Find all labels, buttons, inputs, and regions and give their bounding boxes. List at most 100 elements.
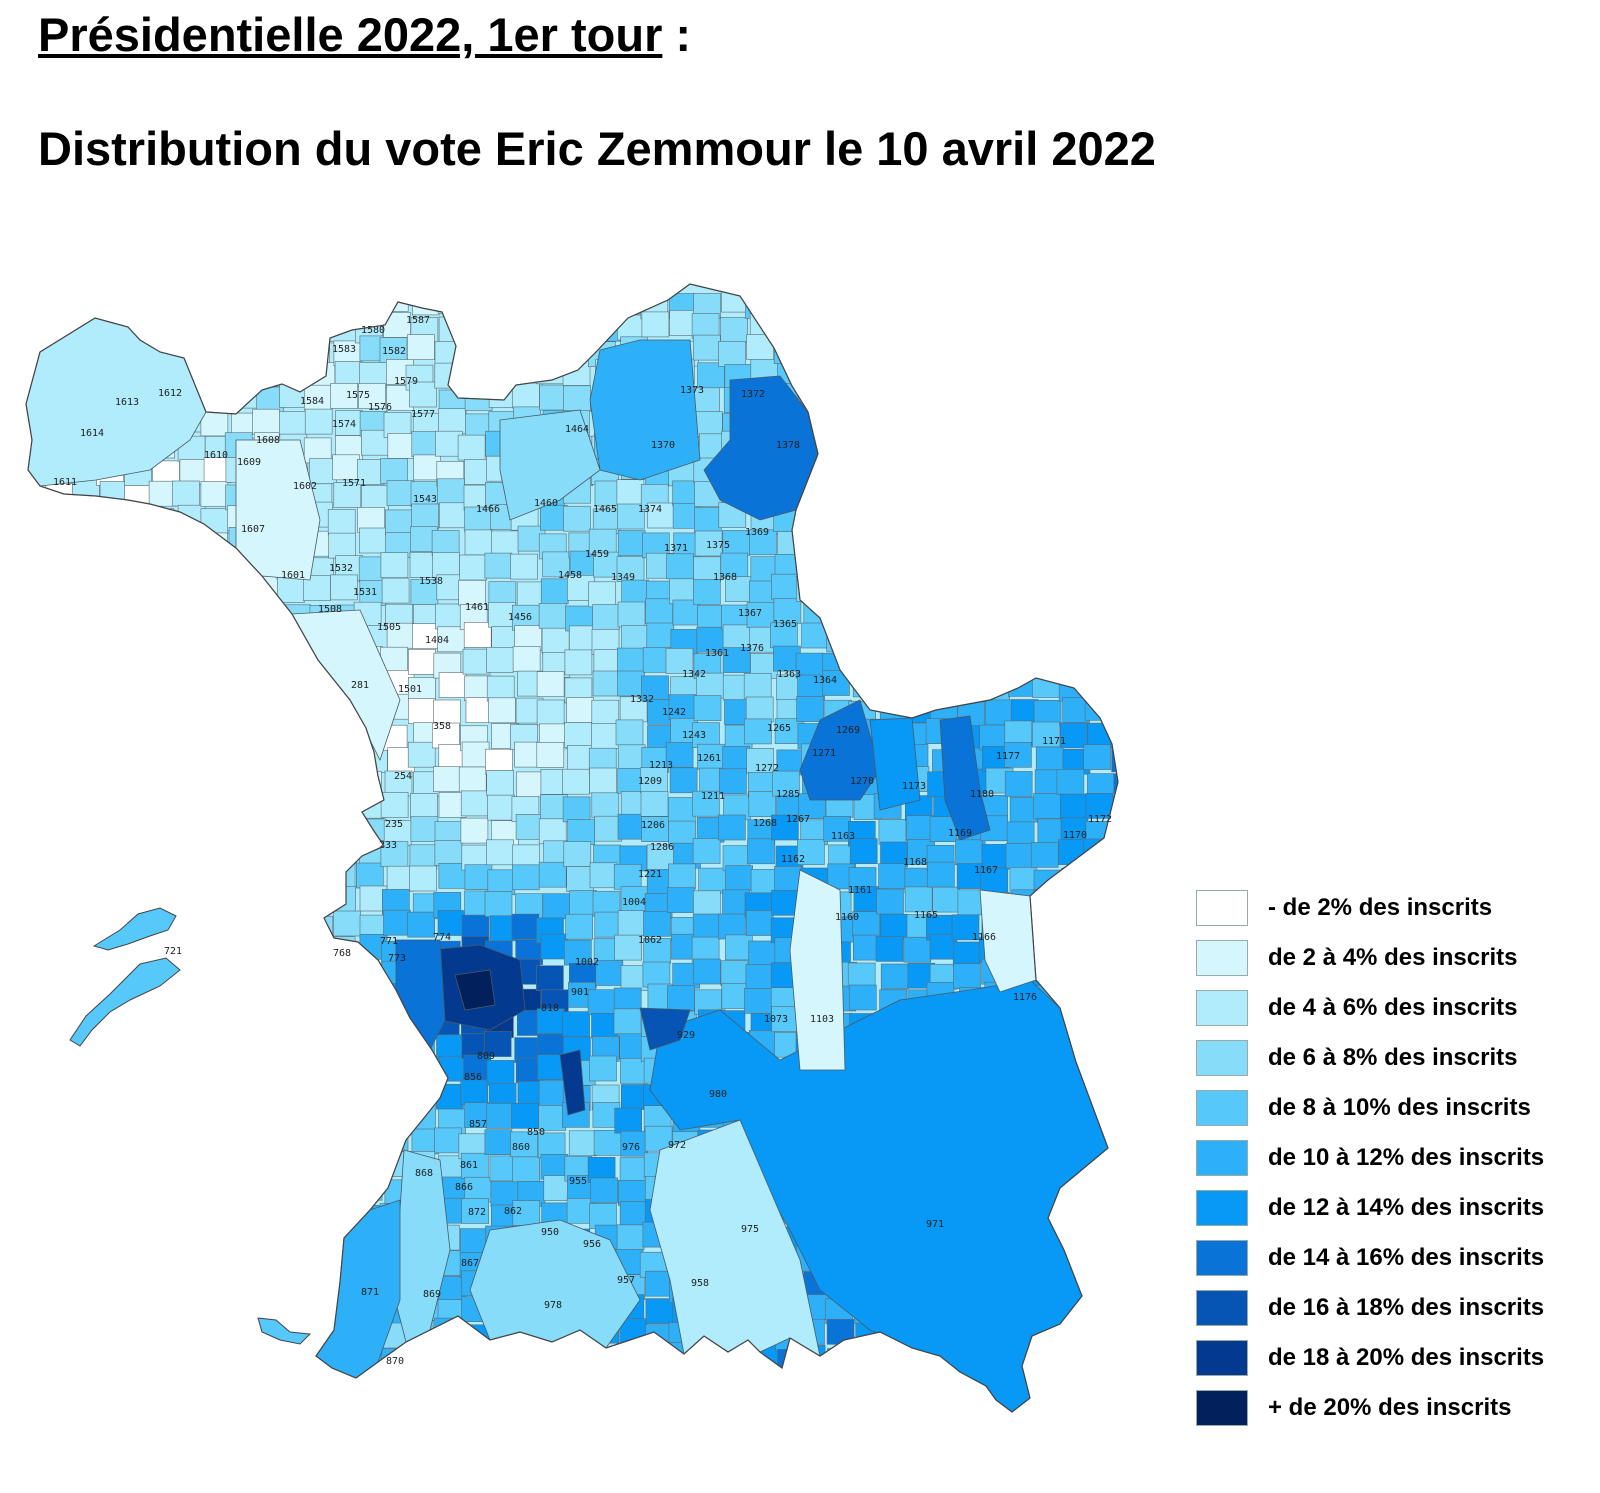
bureau-cell bbox=[957, 288, 986, 314]
bureau-cell bbox=[954, 338, 983, 364]
bureau-cell bbox=[149, 554, 177, 581]
bureau-label: 254 bbox=[394, 771, 412, 782]
bureau-cell bbox=[826, 626, 855, 653]
bureau-cell bbox=[26, 1371, 45, 1398]
bureau-cell bbox=[327, 986, 356, 1013]
bureau-cell bbox=[42, 1154, 71, 1180]
bureau-cell bbox=[984, 579, 1012, 606]
bureau-cell bbox=[71, 502, 100, 528]
bureau-cell bbox=[153, 1322, 181, 1348]
bureau-cell bbox=[853, 509, 881, 535]
bureau-label: 1165 bbox=[914, 910, 938, 921]
bureau-cell bbox=[640, 790, 669, 817]
bureau-cell bbox=[824, 317, 853, 344]
bureau-cell bbox=[126, 1129, 154, 1155]
bureau-cell bbox=[200, 508, 229, 535]
bureau-cell bbox=[200, 1033, 228, 1059]
bureau-label: 809 bbox=[477, 1051, 495, 1062]
bureau-cell bbox=[540, 933, 569, 960]
bureau-cell bbox=[801, 622, 829, 649]
bureau-cell bbox=[43, 1343, 71, 1369]
bureau-cell bbox=[459, 291, 488, 317]
bureau-cell bbox=[510, 1131, 538, 1158]
bureau-cell bbox=[797, 839, 825, 865]
bureau-cell bbox=[486, 646, 514, 673]
bureau-cell bbox=[226, 1373, 255, 1400]
bureau-cell bbox=[150, 652, 179, 679]
bureau-label: 1587 bbox=[406, 315, 430, 326]
bureau-cell bbox=[589, 1369, 618, 1396]
bureau-cell bbox=[356, 1082, 385, 1108]
bureau-cell bbox=[177, 718, 205, 745]
bureau-label: 1271 bbox=[812, 748, 836, 759]
bureau-cell bbox=[307, 1179, 336, 1206]
bureau-cell bbox=[1084, 556, 1112, 583]
bureau-cell bbox=[68, 1323, 96, 1350]
bureau-cell bbox=[878, 863, 906, 889]
bureau-cell bbox=[487, 794, 515, 821]
bureau-cell bbox=[122, 575, 151, 601]
bureau-cell bbox=[1108, 938, 1118, 964]
bureau-cell bbox=[278, 411, 307, 437]
bureau-cell bbox=[73, 936, 102, 963]
bureau-cell bbox=[589, 1055, 617, 1082]
bureau-cell bbox=[746, 602, 775, 629]
bureau-cell bbox=[434, 840, 463, 866]
bureau-cell bbox=[486, 839, 514, 866]
bureau-cell bbox=[592, 670, 621, 697]
bureau-cell bbox=[123, 1204, 151, 1231]
bureau-cell bbox=[465, 359, 493, 385]
bureau-cell bbox=[931, 382, 960, 409]
bureau-label: 1172 bbox=[1088, 814, 1112, 825]
bureau-cell bbox=[67, 604, 96, 631]
bureau-cell bbox=[178, 1414, 205, 1439]
bureau-label: 1332 bbox=[630, 694, 654, 705]
bureau-cell bbox=[436, 478, 465, 505]
bureau-cell bbox=[251, 674, 279, 700]
bureau-cell bbox=[510, 1366, 539, 1393]
bureau-cell bbox=[694, 530, 723, 557]
bureau-cell bbox=[411, 1060, 439, 1087]
bureau-cell bbox=[1085, 1366, 1113, 1392]
bureau-cell bbox=[562, 1396, 590, 1412]
bureau-cell bbox=[223, 717, 252, 744]
bureau-cell bbox=[617, 647, 645, 674]
bureau-zone bbox=[639, 1007, 691, 1051]
bureau-cell bbox=[1084, 526, 1113, 553]
bureau-cell bbox=[697, 362, 725, 389]
bureau-cell bbox=[873, 553, 902, 580]
bureau-cell bbox=[360, 1392, 389, 1412]
bureau-cell bbox=[26, 864, 50, 890]
bureau-cell bbox=[334, 1155, 363, 1182]
bureau-cell bbox=[203, 316, 231, 342]
bureau-cell bbox=[984, 505, 1013, 532]
bureau-cell bbox=[277, 1199, 305, 1226]
bureau-cell bbox=[516, 771, 544, 798]
bureau-cell bbox=[411, 503, 440, 530]
bureau-cell bbox=[407, 911, 436, 938]
bureau-cell bbox=[464, 1176, 492, 1203]
bureau-cell bbox=[510, 553, 538, 580]
bureau-cell bbox=[330, 766, 359, 792]
bureau-label: 1267 bbox=[786, 814, 810, 825]
bureau-cell bbox=[1008, 317, 1037, 344]
bureau-cell bbox=[616, 556, 645, 582]
bureau-cell bbox=[982, 478, 1011, 505]
bureau-cell bbox=[94, 748, 122, 775]
bureau-cell bbox=[745, 696, 774, 723]
bureau-cell bbox=[539, 504, 568, 531]
bureau-cell bbox=[96, 1319, 125, 1345]
bureau-cell bbox=[179, 459, 208, 485]
bureau-cell bbox=[981, 381, 1009, 408]
bureau-cell bbox=[198, 694, 226, 721]
bureau-cell bbox=[48, 845, 77, 872]
bureau-cell bbox=[356, 1010, 385, 1037]
bureau-cell bbox=[484, 891, 513, 917]
legend-label: de 8 à 10% des inscrits bbox=[1268, 1094, 1531, 1121]
bureau-cell bbox=[334, 361, 363, 387]
bureau-cell bbox=[511, 913, 540, 940]
bureau-cell bbox=[125, 697, 153, 724]
bureau-cell bbox=[197, 985, 226, 1011]
bureau-cell bbox=[828, 1397, 857, 1412]
bureau-cell bbox=[848, 288, 876, 315]
